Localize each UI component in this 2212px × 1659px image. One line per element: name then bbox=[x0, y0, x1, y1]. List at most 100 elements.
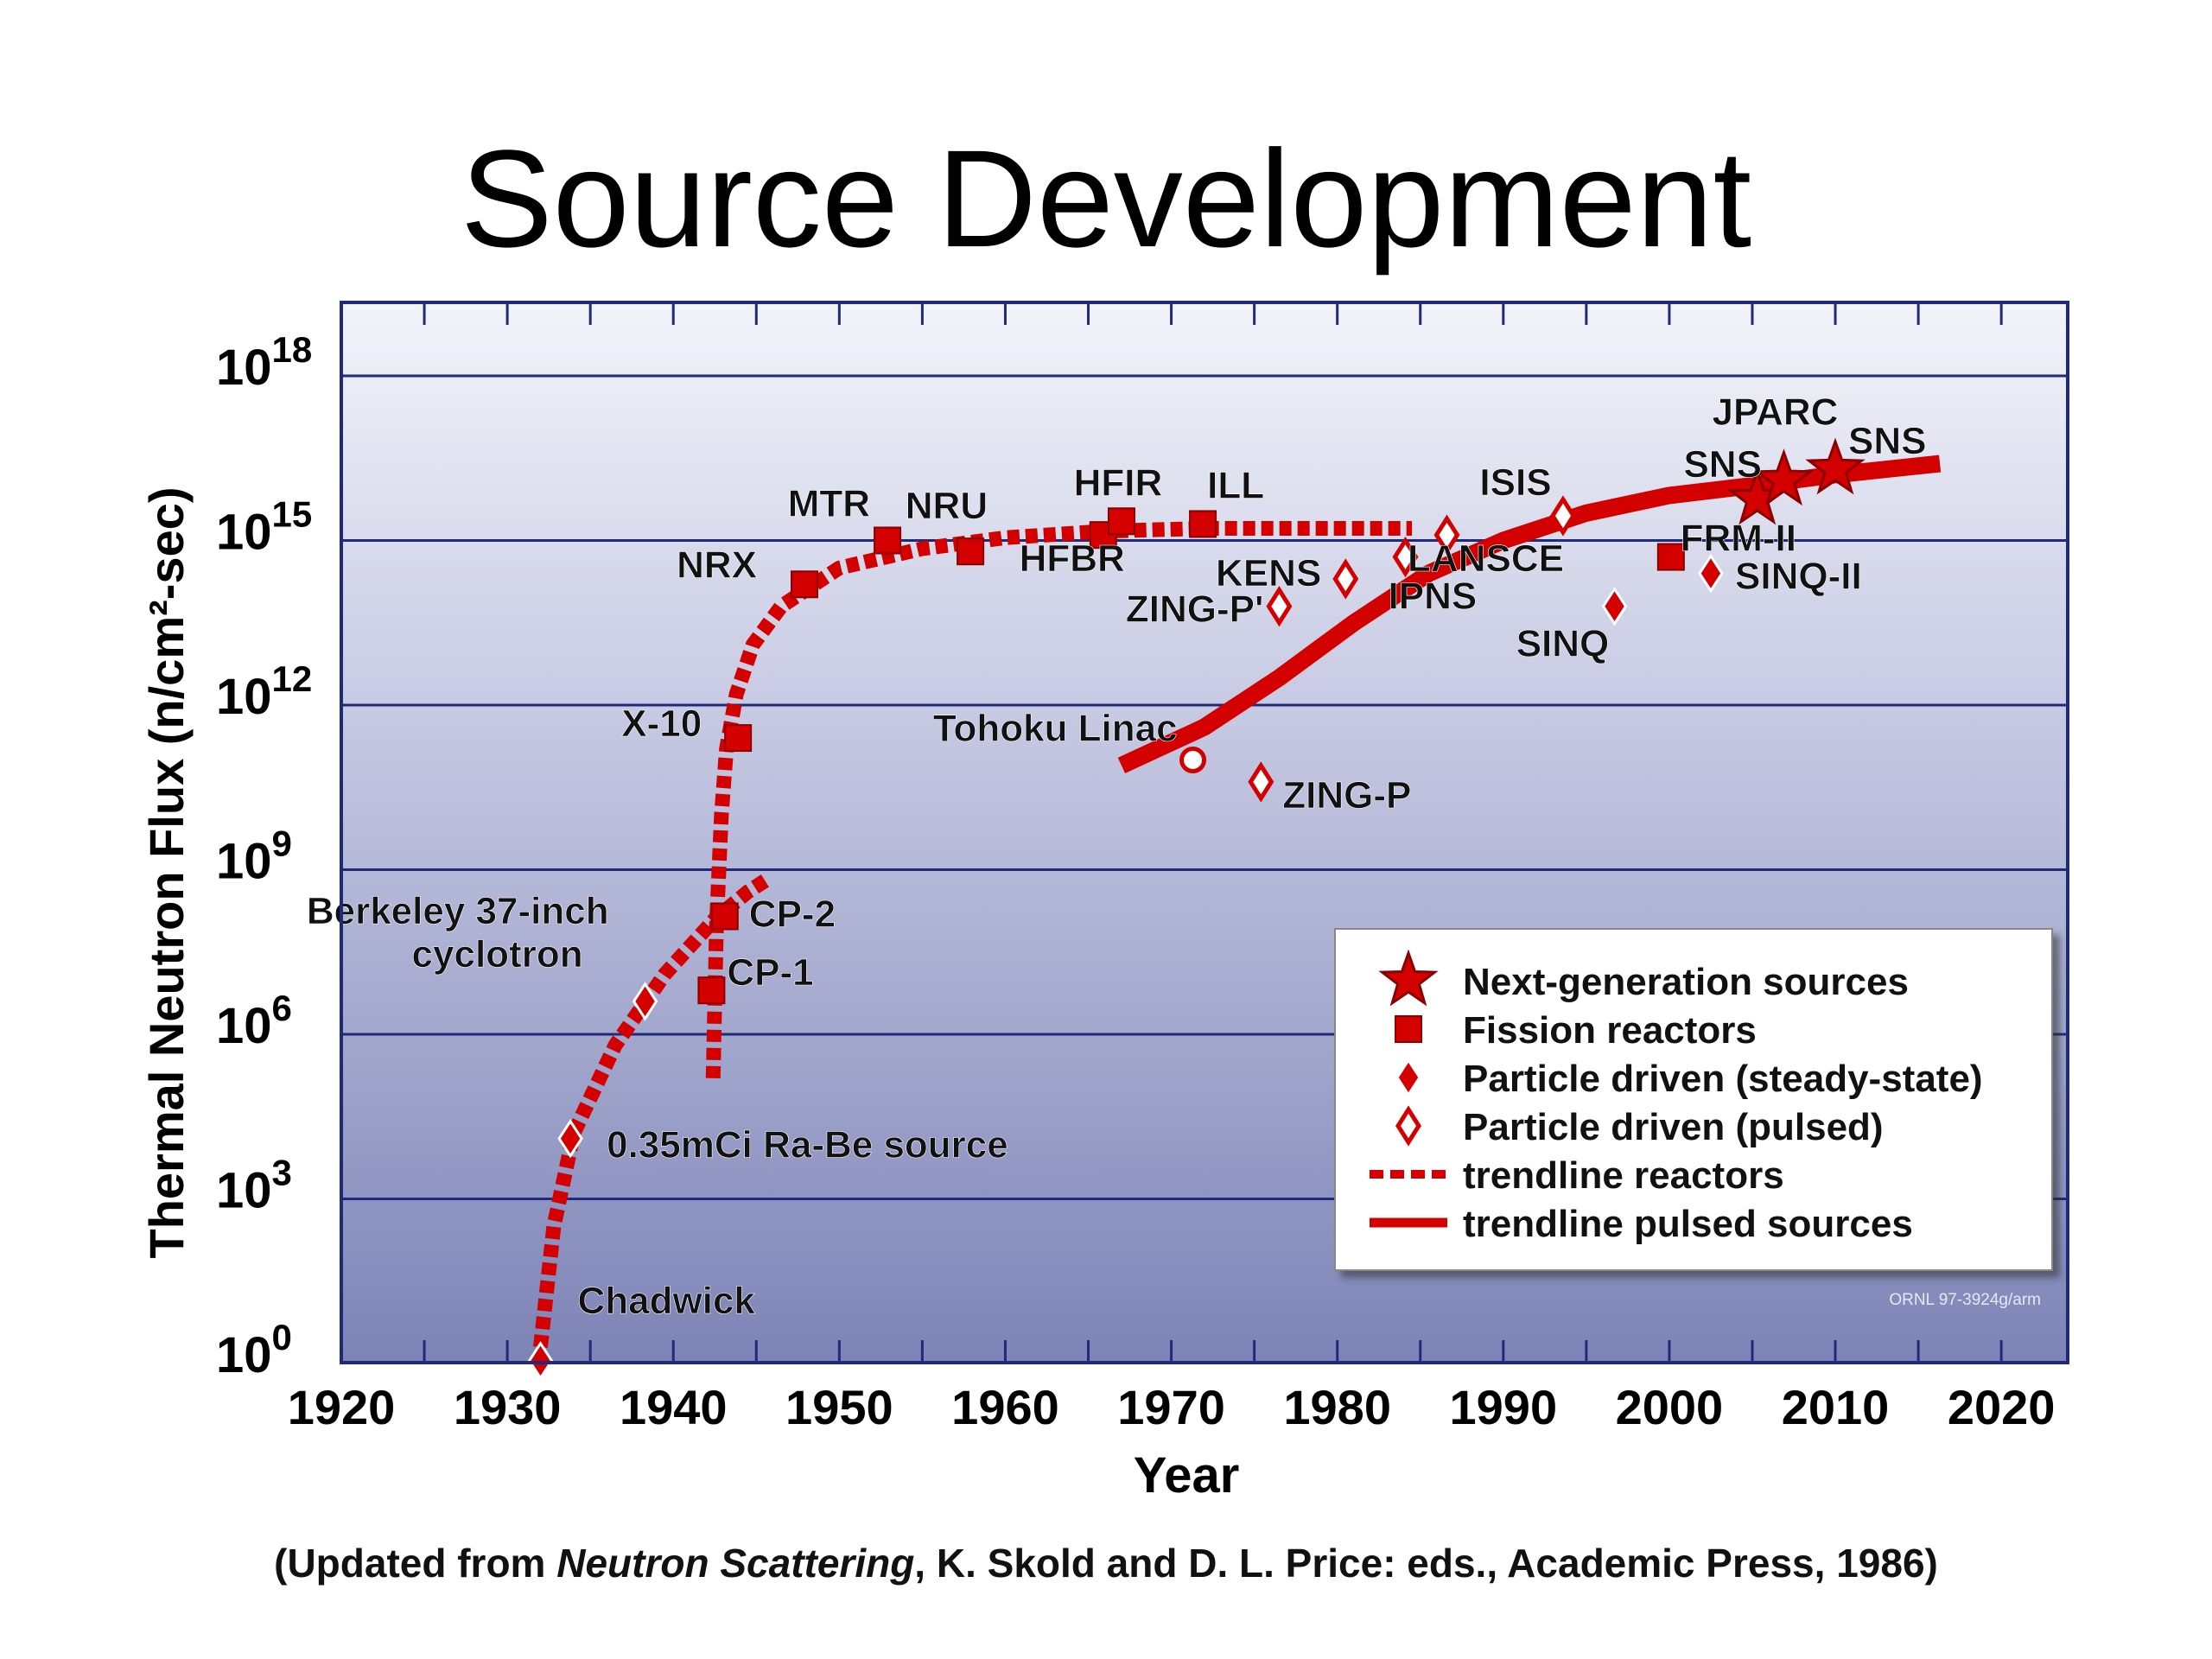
point-label: FRM-II bbox=[1681, 518, 1796, 560]
point-label: NRX bbox=[677, 543, 757, 586]
credit-text: ORNL 97-3924g/arm bbox=[1889, 1291, 2041, 1309]
x-tick-label: 1940 bbox=[620, 1380, 728, 1434]
point-label: X-10 bbox=[621, 702, 702, 745]
point-label: SINQ-II bbox=[1735, 556, 1862, 598]
marker-square bbox=[874, 526, 902, 555]
point-label-line: MTR bbox=[788, 483, 870, 525]
x-tick-label: 2020 bbox=[1948, 1380, 2056, 1434]
marker-square bbox=[724, 724, 753, 753]
point-label-line: CP-1 bbox=[727, 951, 813, 994]
point-label: 0.35mCi Ra-Be source bbox=[607, 1124, 1008, 1166]
marker-square bbox=[791, 570, 819, 599]
point-label-line: cyclotron bbox=[412, 933, 583, 976]
point-label: CP-2 bbox=[749, 893, 836, 935]
marker-diamond-filled bbox=[527, 1341, 554, 1381]
point-label: NRU bbox=[906, 485, 988, 527]
citation-footnote: (Updated from Neutron Scattering, K. Sko… bbox=[0, 1540, 2212, 1586]
y-tick-exponent: 3 bbox=[272, 1153, 292, 1193]
point-label-line: HFIR bbox=[1074, 461, 1163, 504]
point-label-line: SNS bbox=[1848, 420, 1926, 462]
legend-label: Fission reactors bbox=[1463, 1009, 1757, 1052]
y-axis-title: Thermal Neutron Flux (n/cm²-sec) bbox=[139, 486, 194, 1258]
marker-diamond-open bbox=[1433, 514, 1460, 556]
y-tick-exponent: 9 bbox=[272, 823, 292, 864]
legend-diamond-filled-icon bbox=[1395, 1058, 1421, 1097]
point-label-line: 0.35mCi Ra-Be source bbox=[607, 1124, 1008, 1166]
citation-book-title: Neutron Scattering bbox=[556, 1541, 915, 1586]
point-label-line: Chadwick bbox=[578, 1280, 756, 1322]
marker-diamond-filled bbox=[557, 1118, 583, 1159]
point-label-line: ILL bbox=[1207, 464, 1264, 506]
point-label-line: NRU bbox=[906, 485, 988, 527]
marker-diamond-open bbox=[1332, 558, 1359, 600]
x-tick-label: 1930 bbox=[454, 1380, 562, 1434]
marker-star bbox=[1805, 437, 1866, 495]
legend-diamond-open-icon bbox=[1395, 1105, 1421, 1147]
x-tick-label: 2010 bbox=[1782, 1380, 1890, 1434]
legend-box bbox=[1334, 928, 2053, 1271]
point-label: IPNS bbox=[1389, 575, 1478, 618]
point-label-line: ISIS bbox=[1479, 461, 1551, 504]
y-tick-exponent: 0 bbox=[272, 1317, 292, 1357]
point-label: SNS bbox=[1848, 420, 1926, 462]
point-label-line: HFBR bbox=[1020, 537, 1125, 580]
point-label: LANSCE bbox=[1408, 537, 1564, 580]
marker-square bbox=[1656, 543, 1685, 571]
y-tick-label: 109 bbox=[216, 823, 292, 890]
y-tick-base: 10 bbox=[216, 505, 272, 561]
point-label: ZING-P bbox=[1282, 774, 1411, 817]
point-label-line: SINQ-II bbox=[1735, 556, 1862, 598]
marker-diamond-filled bbox=[632, 982, 658, 1021]
y-tick-label: 1012 bbox=[216, 658, 312, 725]
page-title: Source Development bbox=[460, 121, 1752, 276]
marker-diamond-open bbox=[1392, 536, 1419, 578]
point-label-line: CP-2 bbox=[749, 893, 836, 935]
x-tick-label: 1960 bbox=[951, 1380, 1059, 1434]
point-label: CP-1 bbox=[727, 951, 813, 994]
point-label-line: SINQ bbox=[1516, 623, 1610, 665]
point-label: SNS bbox=[1683, 443, 1761, 486]
citation-suffix: , K. Skold and D. L. Price: eds., Academ… bbox=[914, 1541, 1938, 1586]
y-tick-base: 10 bbox=[216, 669, 272, 725]
marker-circle-open bbox=[1179, 747, 1207, 773]
marker-square bbox=[697, 976, 726, 1005]
legend-label: Particle driven (pulsed) bbox=[1463, 1106, 1884, 1148]
point-label-line: FRM-II bbox=[1681, 518, 1796, 560]
legend-label: trendline reactors bbox=[1463, 1154, 1784, 1197]
point-label: MTR bbox=[788, 483, 870, 525]
point-label: JPARC bbox=[1713, 391, 1839, 434]
y-tick-label: 1018 bbox=[216, 329, 312, 396]
point-label: SINQ bbox=[1516, 623, 1610, 665]
x-tick-label: 1950 bbox=[785, 1380, 893, 1434]
trendline-reactors bbox=[533, 871, 774, 1348]
point-label: ILL bbox=[1207, 464, 1264, 506]
point-label-line: Tohoku Linac bbox=[933, 708, 1178, 750]
point-label: HFIR bbox=[1074, 461, 1163, 504]
point-label: KENS bbox=[1216, 552, 1321, 594]
x-tick-label: 1990 bbox=[1450, 1380, 1558, 1434]
point-label-line: KENS bbox=[1216, 552, 1321, 594]
marker-square bbox=[957, 537, 985, 566]
marker-square bbox=[710, 902, 739, 931]
y-tick-exponent: 12 bbox=[272, 658, 313, 699]
x-tick-label: 1970 bbox=[1117, 1380, 1225, 1434]
y-tick-label: 106 bbox=[216, 988, 292, 1054]
marker-diamond-filled bbox=[1601, 586, 1628, 626]
marker-diamond-open bbox=[1266, 586, 1293, 627]
point-label: ZING-P' bbox=[1126, 588, 1264, 631]
y-tick-label: 1015 bbox=[216, 494, 312, 561]
marker-square bbox=[1189, 510, 1217, 538]
y-tick-exponent: 18 bbox=[272, 329, 313, 370]
legend-label: Particle driven (steady-state) bbox=[1463, 1058, 1983, 1100]
y-tick-base: 10 bbox=[216, 834, 272, 890]
plot-frame bbox=[340, 301, 2069, 1364]
legend-square-icon bbox=[1395, 1015, 1422, 1043]
point-label: Tohoku Linac bbox=[933, 708, 1178, 750]
marker-star bbox=[1753, 448, 1815, 506]
marker-diamond-open bbox=[1550, 495, 1576, 537]
marker-square bbox=[1107, 507, 1135, 536]
y-tick-exponent: 15 bbox=[272, 494, 313, 535]
marker-diamond-filled bbox=[1698, 553, 1724, 594]
point-label: HFBR bbox=[1020, 537, 1125, 580]
